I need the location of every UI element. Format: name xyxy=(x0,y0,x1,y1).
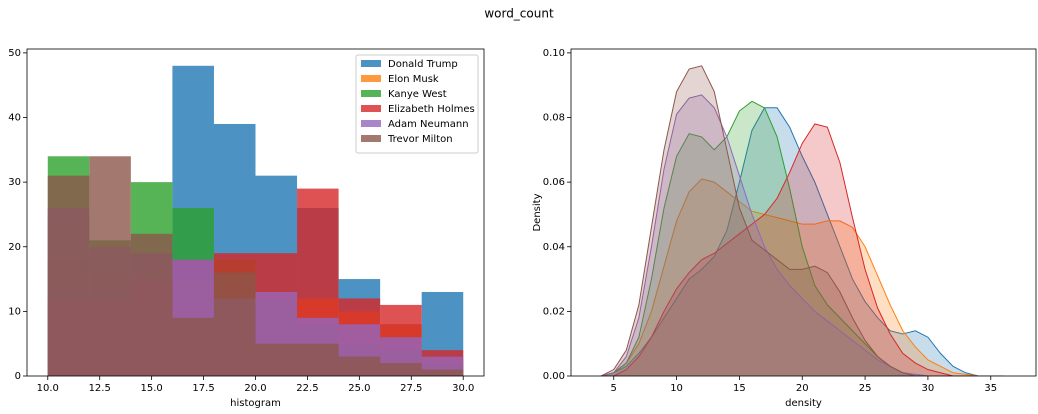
x-tick-label: 17.5 xyxy=(192,383,214,394)
density-area xyxy=(601,94,1004,376)
y-tick-label: 0.04 xyxy=(543,242,565,253)
x-tick-label: 27.5 xyxy=(400,383,422,394)
x-tick-label: 30.0 xyxy=(452,383,474,394)
density-area xyxy=(601,65,1004,376)
legend-swatch xyxy=(361,60,381,67)
density-area xyxy=(601,101,1004,376)
legend-frame xyxy=(355,54,479,154)
density-area xyxy=(601,123,1004,376)
x-tick-label: 25 xyxy=(859,383,872,394)
x-tick-label: 15 xyxy=(733,383,746,394)
x-tick-label: 22.5 xyxy=(296,383,318,394)
legend-label: Elizabeth Holmes xyxy=(388,104,475,115)
legend-swatch xyxy=(361,75,381,82)
histogram-bar xyxy=(172,317,214,376)
legend-label: Kanye West xyxy=(388,89,447,100)
y-axis-label: Density xyxy=(532,193,543,231)
y-tick-label: 40 xyxy=(8,113,21,124)
density-line xyxy=(601,123,1004,376)
x-tick-label: 35 xyxy=(984,383,997,394)
legend-swatch xyxy=(361,90,381,97)
histogram-bar xyxy=(338,356,381,376)
histogram-bar xyxy=(297,343,339,376)
x-tick-label: 20.0 xyxy=(244,383,266,394)
figure-title: word_count xyxy=(484,7,554,21)
legend-label: Donald Trump xyxy=(388,59,458,70)
y-tick-label: 0.02 xyxy=(543,306,565,317)
density-area xyxy=(601,178,1004,376)
density-line xyxy=(600,65,1004,376)
histogram-bar xyxy=(380,363,422,376)
histogram-bar xyxy=(421,369,464,376)
histogram-bar xyxy=(213,272,256,376)
x-tick-label: 15.0 xyxy=(141,383,163,394)
histogram-bar xyxy=(255,343,298,376)
histogram-bar xyxy=(130,233,173,376)
y-tick-label: 0.06 xyxy=(543,177,565,188)
x-tick-label: 20 xyxy=(796,383,809,394)
density-area xyxy=(601,107,1004,376)
axes-frame xyxy=(570,48,1037,377)
x-tick-label: 30 xyxy=(922,383,935,394)
x-tick-label: 12.5 xyxy=(89,383,111,394)
y-tick-label: 20 xyxy=(8,242,21,253)
legend-label: Elon Musk xyxy=(388,74,439,85)
plot-area xyxy=(47,65,464,376)
y-tick-label: 50 xyxy=(8,48,21,59)
legend-label: Adam Neumann xyxy=(388,119,469,130)
density-line xyxy=(601,100,1004,376)
y-tick-label: 10 xyxy=(8,306,21,317)
legend-swatch xyxy=(361,105,381,112)
x-tick-label: 10.0 xyxy=(37,383,59,394)
x-tick-label: 25.0 xyxy=(348,383,370,394)
density-line xyxy=(601,94,1004,376)
legend-label: Trevor Milton xyxy=(387,134,453,145)
density-line xyxy=(601,107,1004,376)
y-tick-label: 0.00 xyxy=(543,371,565,382)
histogram-bar xyxy=(89,156,131,376)
density-line xyxy=(601,178,1004,376)
legend-swatch xyxy=(361,135,381,142)
x-axis-label: density xyxy=(785,398,822,409)
plot-area xyxy=(600,65,1004,376)
y-tick-label: 30 xyxy=(8,177,21,188)
x-axis-label: histogram xyxy=(230,398,281,409)
histogram-bar xyxy=(47,175,90,376)
legend-swatch xyxy=(361,120,381,127)
y-tick-label: 0 xyxy=(15,371,21,382)
y-tick-label: 0.08 xyxy=(543,113,565,124)
x-tick-label: 10 xyxy=(670,383,683,394)
y-tick-label: 0.10 xyxy=(543,48,565,59)
x-tick-label: 5 xyxy=(611,383,617,394)
